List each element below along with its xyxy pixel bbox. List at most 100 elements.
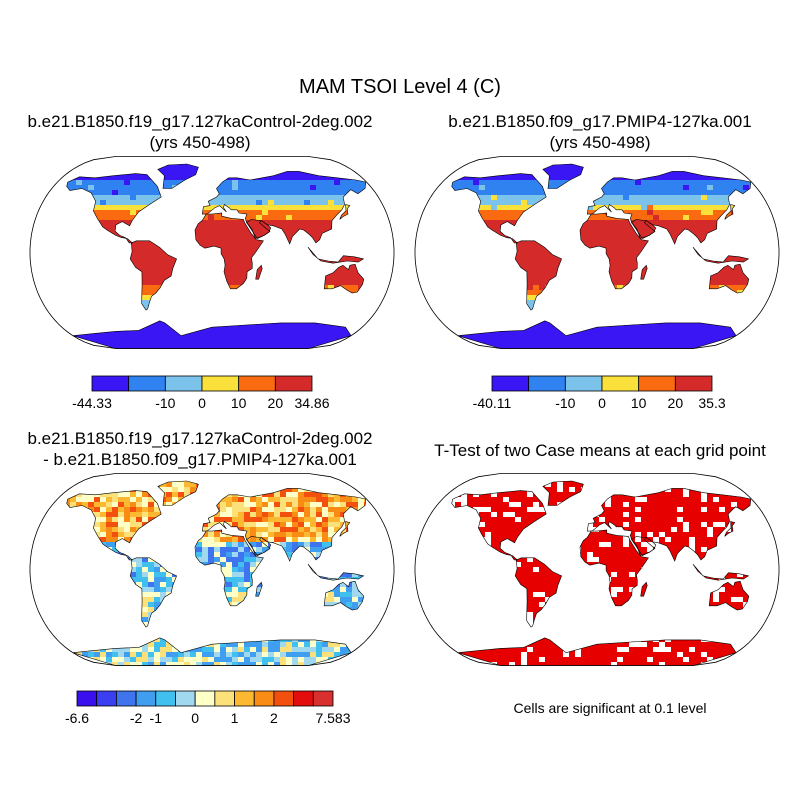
colorbar-box-1 — [128, 375, 166, 392]
panel3-title-line1: b.e21.B1850.f19_g17.127kaControl-2deg.00… — [27, 429, 373, 448]
land-field — [66, 481, 366, 666]
colorbar-label-3: 10 — [231, 395, 247, 411]
coastline-antarctica — [457, 320, 737, 349]
colorbar-label-2: 0 — [198, 395, 206, 411]
colorbar-label-4: 20 — [668, 395, 684, 411]
colorbar-box-8 — [234, 690, 255, 707]
panel3-title-line2: - b.e21.B1850.f09_g17.PMIP4-127ka.001 — [43, 450, 357, 469]
coastline-antarctica — [72, 320, 352, 349]
panel3-colorbar: -6.6 -2 -1 0 1 2 7.583 — [65, 690, 351, 726]
colorbar-box-5 — [274, 375, 313, 392]
colorbar-label-3: 10 — [631, 395, 647, 411]
colorbar-label-1: -10 — [555, 395, 575, 411]
colorbar-label-5: 34.86 — [294, 395, 329, 411]
colorbar-box-7 — [214, 690, 235, 707]
coastline-europeAsia — [586, 171, 752, 245]
colorbar-box-1 — [96, 690, 117, 707]
coastline-greenland — [542, 480, 584, 506]
colorbar-box-5 — [175, 690, 196, 707]
colorbar-label-0: -40.11 — [473, 395, 512, 411]
coastline-japan — [724, 521, 736, 537]
colorbar-label-6: 7.583 — [315, 710, 350, 726]
coastline-southAmerica — [129, 240, 177, 311]
colorbar-label-0: -6.6 — [65, 710, 89, 726]
coastline-africa — [579, 529, 649, 607]
colorbar-box-11 — [293, 690, 314, 707]
coastline-japan — [339, 521, 351, 537]
coastline-madagascar — [255, 581, 263, 597]
panel2-colorbar: -40.11 -10 0 10 20 35.3 — [473, 375, 726, 411]
coastline-africa — [194, 529, 264, 607]
land-field — [451, 481, 751, 666]
coastline-northAmerica — [451, 490, 547, 561]
panel3-title: b.e21.B1850.f19_g17.127kaControl-2deg.00… — [0, 428, 400, 470]
coastline-antarctica — [457, 637, 737, 666]
coastline-indonesia — [692, 564, 750, 581]
colorbar-box-3 — [601, 375, 640, 392]
panel1-colorbar: -44.33 -10 0 10 20 34.86 — [72, 375, 330, 411]
coastline-northAmerica — [66, 173, 162, 244]
panel1-title: b.e21.B1850.f19_g17.127kaControl-2deg.00… — [0, 111, 400, 153]
panel2-title-line1: b.e21.B1850.f09_g17.PMIP4-127ka.001 — [448, 112, 752, 131]
colorbar-label-4: 20 — [268, 395, 284, 411]
coastline-antarctica — [72, 637, 352, 666]
figure-title: MAM TSOI Level 4 (C) — [299, 76, 501, 98]
land-field — [451, 164, 751, 349]
coastline-greenland — [542, 163, 584, 189]
coastline-arabia — [631, 219, 657, 239]
coastline-indonesia — [692, 247, 750, 264]
coastline-northAmerica — [451, 173, 547, 244]
panel1-map — [29, 156, 395, 349]
colorbar-box-10 — [273, 690, 295, 707]
colorbar-box-3 — [201, 375, 240, 392]
colorbar-box-0 — [91, 375, 130, 392]
land-field — [66, 164, 366, 349]
colorbar-box-6 — [194, 690, 216, 707]
map-boundary — [414, 156, 780, 349]
coastline-indonesia — [307, 247, 365, 264]
colorbar-box-5 — [674, 375, 713, 392]
panel4-significance-note: Cells are significant at 0.1 level — [513, 700, 707, 716]
map-boundary — [29, 156, 395, 349]
coastline-greenland — [157, 163, 199, 189]
colorbar-box-4 — [238, 375, 276, 392]
panel2-title-line2: (yrs 450-498) — [549, 133, 651, 152]
panel1-title-line2: (yrs 450-498) — [149, 133, 251, 152]
coastline-southAmerica — [514, 240, 562, 311]
colorbar-box-12 — [312, 690, 334, 707]
panel4-map — [414, 473, 780, 666]
colorbar-label-2: -1 — [150, 710, 163, 726]
coastline-australia — [323, 580, 365, 611]
panel2-map — [414, 156, 780, 349]
colorbar-box-1 — [528, 375, 566, 392]
coastline-japan — [724, 204, 736, 220]
colorbar-label-2: 0 — [598, 395, 606, 411]
colorbar-box-4 — [638, 375, 676, 392]
coastline-arabia — [246, 536, 272, 556]
colorbar-label-3: 0 — [191, 710, 199, 726]
colorbar-box-2 — [164, 375, 203, 392]
coastline-northAmerica — [66, 490, 162, 561]
coastline-australia — [708, 263, 750, 294]
panel1-title-line1: b.e21.B1850.f19_g17.127kaControl-2deg.00… — [27, 112, 373, 131]
coastline-japan — [339, 204, 351, 220]
coastline-europeAsia — [201, 171, 367, 245]
panel2-title: b.e21.B1850.f09_g17.PMIP4-127ka.001 (yrs… — [400, 111, 800, 153]
coastline-southAmerica — [514, 557, 562, 628]
colorbar-box-0 — [76, 690, 98, 707]
coastline-arabia — [631, 536, 657, 556]
panel3-map — [29, 473, 395, 666]
colorbar-box-4 — [155, 690, 176, 707]
colorbar-label-1: -10 — [155, 395, 175, 411]
map-boundary — [414, 473, 780, 666]
colorbar-label-5: 35.3 — [698, 395, 725, 411]
panel4-title: T-Test of two Case means at each grid po… — [434, 441, 766, 460]
colorbar-label-1: -2 — [130, 710, 143, 726]
coastline-greenland — [157, 480, 199, 506]
coastline-southAmerica — [129, 557, 177, 628]
colorbar-box-3 — [135, 690, 157, 707]
colorbar-box-2 — [564, 375, 603, 392]
map-boundary — [29, 473, 395, 666]
coastline-madagascar — [640, 581, 648, 597]
colorbar-box-2 — [115, 690, 137, 707]
